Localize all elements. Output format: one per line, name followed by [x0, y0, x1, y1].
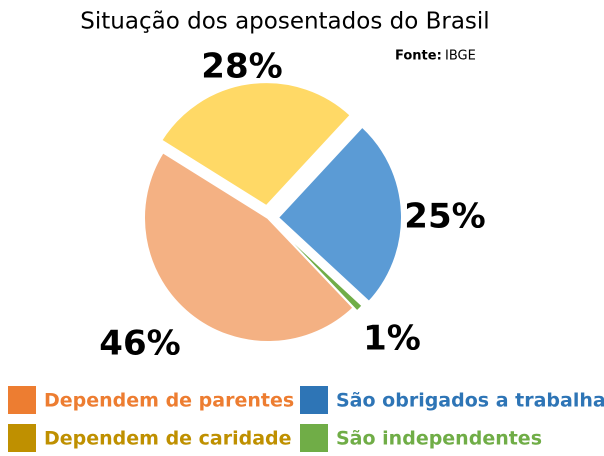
- pie-slice: [276, 125, 403, 304]
- source-label: Fonte:: [395, 49, 442, 64]
- legend-swatch: [8, 386, 36, 414]
- legend-label: São obrigados a trabalhar: [336, 390, 604, 412]
- data-label: 25%: [404, 197, 485, 237]
- source: IBGE: [445, 49, 476, 64]
- legend-label: São independentes: [336, 428, 542, 450]
- data-label: 46%: [99, 324, 180, 364]
- legend-swatch: [300, 386, 328, 414]
- legend-swatch: [8, 424, 36, 452]
- data-label: 1%: [363, 319, 421, 359]
- legend-label: Dependem de parentes: [44, 390, 294, 412]
- legend-label: Dependem de caridade: [44, 428, 292, 450]
- legend-swatch: [300, 424, 328, 452]
- pie-slice: [270, 220, 364, 313]
- chart-title: Situação dos aposentados do Brasil: [80, 9, 489, 35]
- pie-slice: [159, 81, 353, 208]
- pie-slice: [143, 150, 355, 343]
- data-label: 28%: [201, 47, 282, 87]
